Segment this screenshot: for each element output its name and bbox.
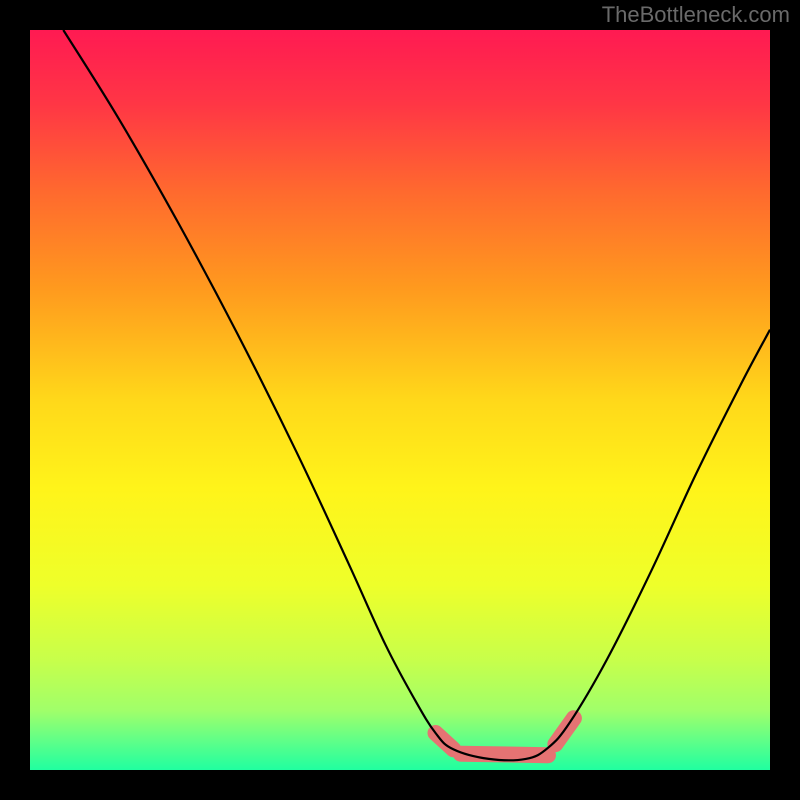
chart-container: TheBottleneck.com	[0, 0, 800, 800]
plot-background	[30, 30, 770, 770]
watermark-text: TheBottleneck.com	[602, 2, 790, 28]
highlight-capsule	[461, 754, 548, 755]
bottleneck-chart	[0, 0, 800, 800]
